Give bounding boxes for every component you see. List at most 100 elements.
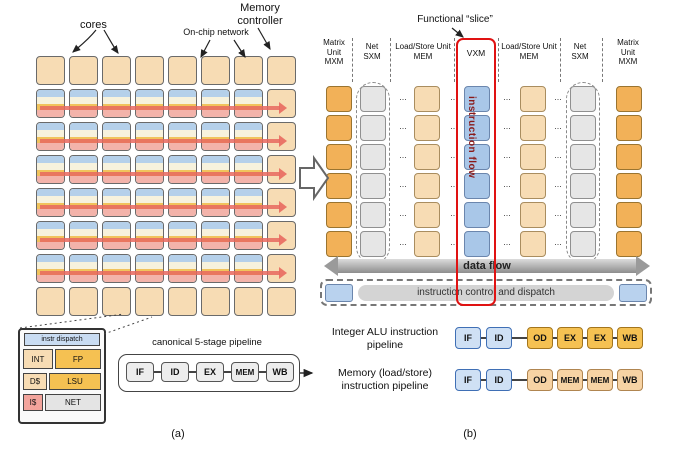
core-stripe [202, 228, 229, 236]
core-tile [201, 122, 230, 151]
core-stripe [169, 222, 196, 229]
core-stripe [202, 90, 229, 97]
network-flow-arrow [40, 135, 287, 147]
memory-controller-tile [168, 56, 197, 85]
core-stripe [202, 195, 229, 203]
core-stripe [70, 129, 97, 137]
core-tile [234, 254, 263, 283]
core-stripe [136, 143, 163, 150]
core-stripe [202, 176, 229, 183]
mem-stage-if: IF [455, 369, 481, 391]
label-line: instruction pipeline [341, 380, 429, 393]
core-stripe [235, 96, 262, 104]
mxm-tile [326, 144, 352, 170]
ellipsis: ... [399, 150, 407, 160]
memory-pipeline-label: Memory (load/store) instruction pipeline [320, 367, 450, 393]
memory-controller-tile [36, 287, 65, 316]
alu-stage-ex2: EX [587, 327, 613, 349]
header-line: MEM [413, 51, 433, 61]
mxm-tile [616, 144, 642, 170]
core-stripe [103, 228, 130, 236]
core-stripe [136, 129, 163, 137]
integer-pipeline-label: Integer ALU instruction pipeline [320, 326, 450, 352]
core-stripe [37, 242, 64, 249]
alu-stage-id: ID [486, 327, 512, 349]
mem-tile [414, 144, 440, 170]
memory-controller-tile [267, 56, 296, 85]
ellipsis: ... [450, 150, 458, 160]
core-stripe [169, 209, 196, 216]
core-tile [201, 155, 230, 184]
core-stripe [37, 228, 64, 236]
core-tile [69, 221, 98, 250]
core-stripe [169, 242, 196, 249]
pipe-connector [613, 379, 617, 381]
network-flow-arrow [40, 102, 287, 114]
core-stripe [136, 189, 163, 196]
pipe-connector [583, 379, 587, 381]
alu-stage-od: OD [527, 327, 553, 349]
core-stripe [136, 195, 163, 203]
vxm-tile [464, 115, 490, 141]
core-tile [135, 188, 164, 217]
core-tile [168, 254, 197, 283]
core-stripe [202, 242, 229, 249]
vxm-tile [464, 86, 490, 112]
ellipsis: ... [399, 179, 407, 189]
mem-tile [520, 115, 546, 141]
core-stripe [70, 222, 97, 229]
core-tile [135, 122, 164, 151]
mxm-tile [326, 202, 352, 228]
net-tile [570, 115, 596, 141]
ellipsis: ... [450, 237, 458, 247]
core-stripe [202, 143, 229, 150]
core-stripe [235, 275, 262, 282]
core-tile [168, 89, 197, 118]
ellipsis: ... [554, 237, 562, 247]
mxm-tile [616, 173, 642, 199]
core-stripe [70, 242, 97, 249]
vxm-tile [464, 173, 490, 199]
core-stripe [136, 110, 163, 117]
pipe-connector [553, 379, 557, 381]
header-line: Load/Store Unit [501, 42, 557, 51]
core-stripe [37, 143, 64, 150]
mem-tile [520, 231, 546, 257]
core-stripe [70, 189, 97, 196]
core-tile [69, 188, 98, 217]
core-stripe [70, 162, 97, 170]
core-tile [102, 188, 131, 217]
ellipsis: ... [503, 92, 511, 102]
core-stripe [202, 189, 229, 196]
core-tile [135, 221, 164, 250]
core-stripe [136, 261, 163, 269]
header-line: MXM [618, 57, 638, 67]
memory-controller-tile [267, 89, 296, 118]
core-stripe [103, 189, 130, 196]
memory-controller-tile [234, 287, 263, 316]
pipe-connector [259, 371, 266, 373]
core-stripe [202, 261, 229, 269]
header-net-left: Net SXM [354, 42, 390, 61]
core-stripe [235, 129, 262, 137]
core-stripe [136, 228, 163, 236]
pipe-connector [481, 379, 486, 381]
stage-mem: MEM [231, 362, 259, 382]
stage-if: IF [126, 362, 154, 382]
core-stripe [235, 209, 262, 216]
memory-controller-tile [267, 287, 296, 316]
caption-b: (b) [463, 428, 477, 440]
mem-tile [414, 115, 440, 141]
core-stripe [136, 176, 163, 183]
core-tile [102, 221, 131, 250]
core-stripe [169, 195, 196, 203]
header-net-right: Net SXM [562, 42, 598, 61]
net-tile [360, 202, 386, 228]
core-stripe [70, 195, 97, 203]
core-stripe [202, 162, 229, 170]
core-stripe [169, 189, 196, 196]
core-stripe [136, 156, 163, 163]
network-flow-arrow [40, 267, 287, 279]
slice-highlight-outline [456, 38, 496, 306]
core-stripe [103, 261, 130, 269]
